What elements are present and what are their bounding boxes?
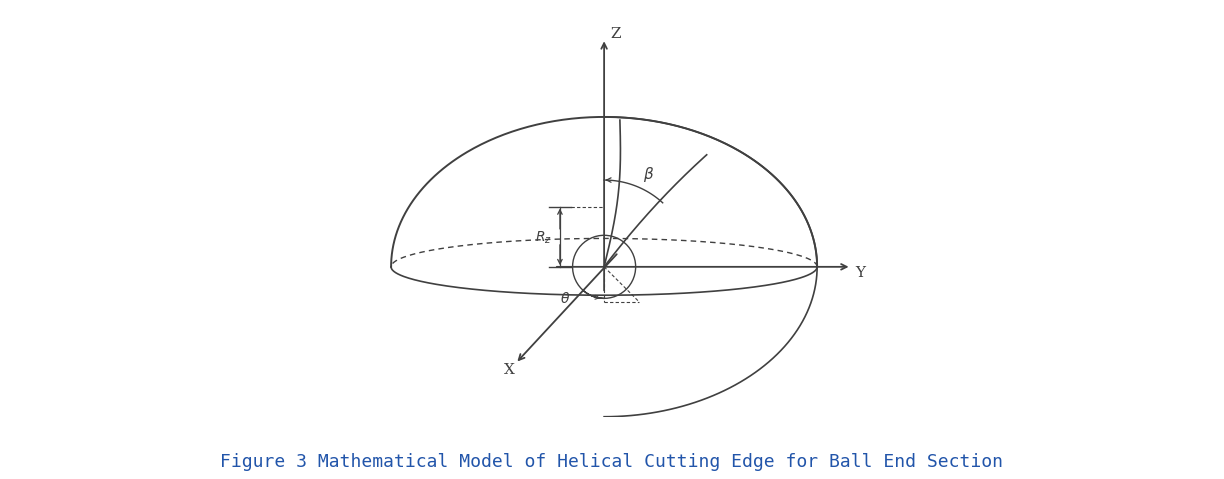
Text: X: X bbox=[504, 363, 515, 377]
Text: Figure 3 Mathematical Model of Helical Cutting Edge for Ball End Section: Figure 3 Mathematical Model of Helical C… bbox=[220, 453, 1004, 471]
Text: Z: Z bbox=[611, 27, 621, 41]
Text: $\beta$: $\beta$ bbox=[643, 165, 654, 184]
Text: $\theta$: $\theta$ bbox=[559, 291, 570, 306]
Text: $R_z$: $R_z$ bbox=[535, 229, 552, 246]
Text: Y: Y bbox=[856, 266, 865, 280]
